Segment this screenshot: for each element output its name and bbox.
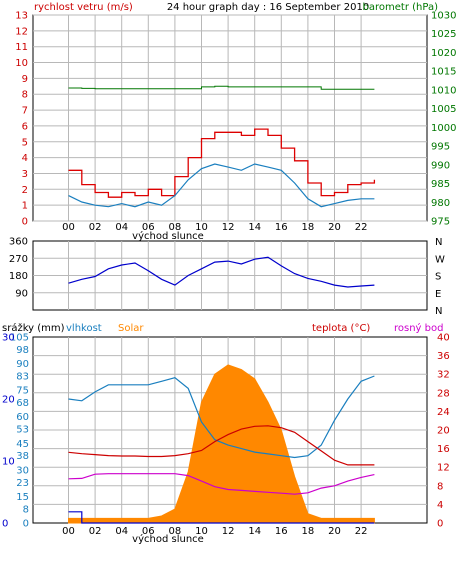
barometer-tick-985: 985 xyxy=(431,179,450,190)
rain-tick-0: 0 xyxy=(2,519,8,530)
temperature-tick-40: 40 xyxy=(437,333,450,344)
x-tick-weather-20: 20 xyxy=(328,526,341,537)
barometer-tick-1020: 1020 xyxy=(431,48,456,59)
direction-compass-tick-0-N: N xyxy=(435,306,442,317)
direction-degree-tick-180: 180 xyxy=(9,271,28,282)
x-tick-wind-02: 02 xyxy=(89,222,102,233)
wind-speed-tick-0: 0 xyxy=(22,217,28,228)
temperature-tick-28: 28 xyxy=(437,388,450,399)
rain-tick-30: 30 xyxy=(2,333,15,344)
wind-speed-tick-9: 9 xyxy=(22,74,28,85)
x-tick-weather-22: 22 xyxy=(355,526,368,537)
humidity-tick-45: 45 xyxy=(16,439,29,450)
x-tick-weather-12: 12 xyxy=(222,526,235,537)
temperature-tick-32: 32 xyxy=(437,370,450,381)
x-tick-weather-18: 18 xyxy=(302,526,315,537)
barometer-tick-1005: 1005 xyxy=(431,104,456,115)
barometer-tick-1025: 1025 xyxy=(431,29,456,40)
direction-compass-tick-1-E: E xyxy=(435,289,441,300)
x-tick-weather-00: 00 xyxy=(62,526,75,537)
x-tick-weather-16: 16 xyxy=(275,526,288,537)
direction-degree-tick-90: 90 xyxy=(15,288,28,299)
temperature-tick-36: 36 xyxy=(437,351,450,362)
wind-speed-tick-2: 2 xyxy=(22,185,28,196)
temperature-tick-0: 0 xyxy=(437,519,443,530)
x-tick-weather-04: 04 xyxy=(115,526,128,537)
humidity-tick-8: 8 xyxy=(23,504,29,515)
rain-tick-10: 10 xyxy=(2,457,15,468)
humidity-tick-75: 75 xyxy=(16,386,29,397)
temperature-tick-12: 12 xyxy=(437,463,450,474)
sunrise-label-wind: východ slunce xyxy=(132,230,204,242)
chart-date-title: 24 hour graph day : 16 September 2010 xyxy=(167,2,369,13)
barometer-tick-1000: 1000 xyxy=(431,123,456,134)
temperature-tick-20: 20 xyxy=(437,426,450,437)
direction-compass-tick-2-S: S xyxy=(435,272,441,283)
temperature-tick-8: 8 xyxy=(437,481,443,492)
wind-speed-tick-6: 6 xyxy=(22,121,28,132)
direction-degree-tick-360: 360 xyxy=(9,237,28,248)
humidity-tick-83: 83 xyxy=(16,371,29,382)
humidity-legend: vlhkost xyxy=(66,323,102,334)
rain-tick-20: 20 xyxy=(2,395,15,406)
temperature-tick-16: 16 xyxy=(437,444,450,455)
barometer-tick-1010: 1010 xyxy=(431,85,456,96)
barometer-tick-975: 975 xyxy=(431,217,450,228)
temperature-tick-4: 4 xyxy=(437,500,443,511)
x-tick-wind-16: 16 xyxy=(275,222,288,233)
solar-legend: Solar xyxy=(118,323,144,334)
humidity-tick-90: 90 xyxy=(16,359,29,370)
temperature-tick-24: 24 xyxy=(437,407,450,418)
wind-speed-tick-3: 3 xyxy=(22,169,28,180)
humidity-tick-15: 15 xyxy=(16,492,29,503)
barometer-tick-995: 995 xyxy=(431,142,450,153)
direction-compass-tick-3-W: W xyxy=(435,254,445,265)
direction-degree-tick-270: 270 xyxy=(9,254,28,265)
rain-axis-title: srážky (mm) xyxy=(2,322,65,334)
dewpoint-legend: rosný bod xyxy=(394,322,443,334)
x-tick-wind-00: 00 xyxy=(62,222,75,233)
x-tick-weather-02: 02 xyxy=(89,526,102,537)
sunrise-label-weather: východ slunce xyxy=(132,533,204,545)
wind-speed-tick-12: 12 xyxy=(15,26,28,37)
wind-speed-tick-10: 10 xyxy=(15,58,28,69)
barometer-tick-980: 980 xyxy=(431,198,450,209)
humidity-tick-0: 0 xyxy=(23,519,29,530)
x-tick-wind-12: 12 xyxy=(222,222,235,233)
wind-speed-tick-4: 4 xyxy=(22,153,28,164)
x-tick-wind-18: 18 xyxy=(302,222,315,233)
wind-speed-tick-1: 1 xyxy=(22,201,28,212)
humidity-tick-30: 30 xyxy=(16,465,29,476)
wind-speed-tick-7: 7 xyxy=(22,106,28,117)
direction-compass-tick-4-N: N xyxy=(435,237,442,248)
humidity-tick-68: 68 xyxy=(16,398,29,409)
x-tick-weather-14: 14 xyxy=(248,526,261,537)
x-tick-wind-14: 14 xyxy=(248,222,261,233)
wind-panel-title: rychlost vetru (m/s) xyxy=(34,2,133,13)
x-tick-wind-04: 04 xyxy=(115,222,128,233)
x-tick-wind-22: 22 xyxy=(355,222,368,233)
wind-speed-tick-8: 8 xyxy=(22,90,28,101)
barometer-tick-990: 990 xyxy=(431,160,450,171)
x-tick-wind-20: 20 xyxy=(328,222,341,233)
humidity-tick-23: 23 xyxy=(16,478,29,489)
humidity-tick-38: 38 xyxy=(16,451,29,462)
temperature-legend: teplota (°C) xyxy=(312,323,370,334)
humidity-tick-98: 98 xyxy=(16,345,29,356)
humidity-tick-53: 53 xyxy=(16,425,29,436)
barometer-tick-1015: 1015 xyxy=(431,67,456,78)
wind-speed-tick-11: 11 xyxy=(15,42,28,53)
barometer-axis-title: barometr (hPa) xyxy=(363,2,439,13)
wind-speed-tick-13: 13 xyxy=(15,11,28,22)
humidity-tick-60: 60 xyxy=(16,412,29,423)
wind-speed-tick-5: 5 xyxy=(22,137,28,148)
